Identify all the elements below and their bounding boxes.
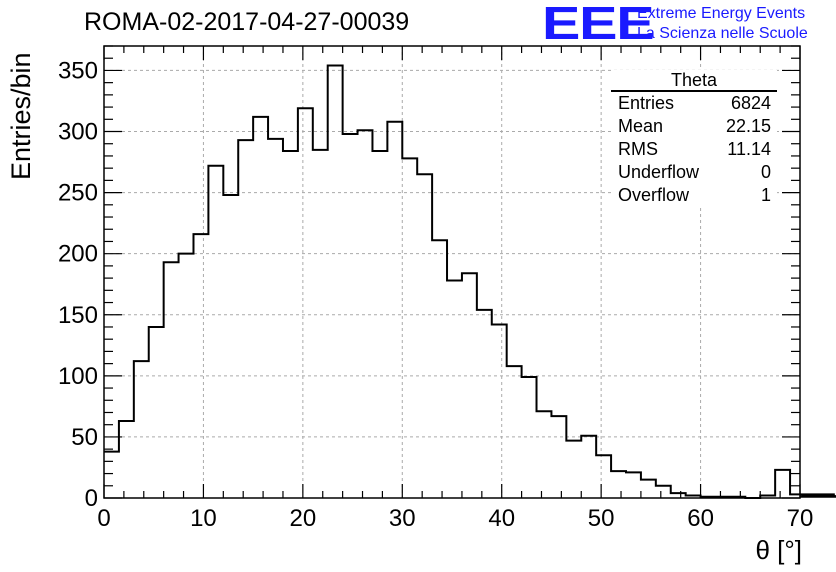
histogram-bin	[626, 472, 641, 498]
histogram-bin	[596, 455, 611, 498]
histogram-bin	[372, 151, 387, 498]
histogram-bin	[328, 66, 343, 498]
histogram-bin	[313, 150, 328, 498]
histogram-bin	[417, 174, 432, 498]
histogram-bin	[298, 108, 313, 498]
histogram-bin	[104, 452, 119, 498]
stats-label: RMS	[618, 139, 658, 159]
x-axis-label: θ [°]	[755, 535, 802, 565]
histogram-bin	[492, 325, 507, 498]
histogram-bin	[387, 122, 402, 498]
stats-label: Underflow	[618, 162, 700, 182]
logo-text-line2: La Scienza nelle Scuole	[637, 25, 808, 42]
histogram-bin	[581, 436, 596, 498]
histogram-bin	[522, 377, 537, 498]
histogram-bin	[551, 416, 566, 498]
x-tick-label: 20	[290, 505, 317, 532]
logo-text-line1: Extreme Energy Events	[637, 5, 806, 22]
histogram-bin	[566, 441, 581, 498]
histogram-bin	[223, 195, 238, 498]
histogram-bin	[462, 273, 477, 498]
chart-title: ROMA-02-2017-04-27-00039	[84, 8, 410, 36]
stats-row-rms: RMS 11.14	[611, 138, 777, 161]
histogram-bin	[432, 240, 447, 498]
histogram-bin	[238, 140, 253, 498]
stats-row-mean: Mean 22.15	[611, 115, 777, 138]
y-tick-label: 300	[58, 119, 98, 146]
histogram-bin	[447, 281, 462, 498]
y-tick-label: 0	[85, 485, 98, 512]
histogram-bin	[253, 117, 268, 498]
axis-ticks	[103, 45, 801, 499]
stats-row-entries: Entries 6824	[611, 92, 777, 115]
y-tick-label: 350	[58, 57, 98, 84]
histogram-bin	[477, 310, 492, 498]
y-axis-label: Entries/bin	[6, 52, 36, 180]
histogram-bin	[164, 262, 179, 498]
histogram-bin	[149, 327, 164, 498]
histogram-bin	[537, 411, 552, 498]
histogram-bin	[134, 361, 149, 498]
plot-frame	[103, 45, 801, 499]
stats-label: Entries	[618, 93, 675, 113]
histogram-bin	[358, 130, 373, 498]
x-tick-label: 0	[97, 505, 110, 532]
stats-row-underflow: Underflow 0	[611, 161, 777, 184]
y-tick-label: 250	[58, 180, 98, 207]
histogram-bin	[193, 234, 208, 498]
histogram-bin	[268, 139, 283, 498]
histogram-outline	[104, 64, 836, 499]
grid-lines	[104, 46, 800, 498]
y-tick-label: 100	[58, 363, 98, 390]
histogram-bin	[208, 166, 223, 498]
stats-label: Overflow	[618, 185, 690, 205]
histogram-series	[104, 64, 836, 499]
stats-value: 11.14	[727, 139, 771, 159]
x-tick-label: 50	[588, 505, 615, 532]
histogram-bin	[507, 366, 522, 498]
histogram-bin	[402, 158, 417, 498]
stats-row-overflow: Overflow 1	[611, 184, 777, 207]
eee-logo: EEE	[542, 0, 655, 49]
stats-title: Theta	[611, 70, 777, 92]
x-tick-label: 70	[787, 505, 814, 532]
stats-value: 6824	[730, 93, 771, 113]
stats-box: Theta Entries 6824 Mean 22.15 RMS 11.14 …	[611, 70, 777, 207]
stats-value: 1	[760, 185, 771, 205]
stats-label: Mean	[618, 116, 664, 136]
histogram-bin	[179, 254, 194, 498]
histogram-bin	[656, 486, 671, 498]
histogram-bin	[641, 480, 656, 498]
histogram-bin	[119, 421, 134, 498]
histogram-bin	[343, 134, 358, 498]
histogram-bin	[283, 151, 298, 498]
y-tick-label: 200	[58, 241, 98, 268]
histogram-bin	[775, 470, 790, 498]
stats-value: 0	[760, 162, 771, 182]
x-tick-label: 60	[687, 505, 714, 532]
x-tick-label: 10	[190, 505, 217, 532]
x-tick-label: 40	[488, 505, 515, 532]
y-tick-label: 150	[58, 302, 98, 329]
x-tick-label: 30	[389, 505, 416, 532]
y-tick-label: 50	[71, 424, 98, 451]
stats-value: 22.15	[725, 116, 771, 136]
histogram-bin	[611, 471, 626, 498]
